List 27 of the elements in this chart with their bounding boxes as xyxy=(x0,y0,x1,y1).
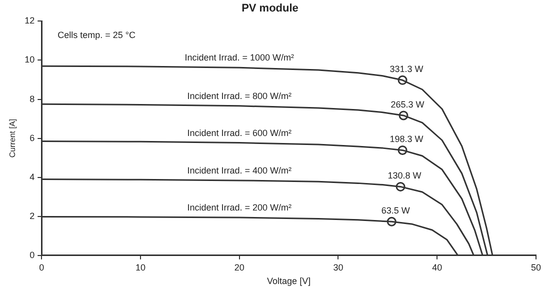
series-label: Incident Irrad. = 1000 W/m² xyxy=(184,52,294,63)
x-axis-title: Voltage [V] xyxy=(267,276,311,286)
annotation: 63.5 W xyxy=(381,206,410,216)
series-label: Incident Irrad. = 400 W/m² xyxy=(187,165,292,176)
x-tick-label: 10 xyxy=(135,262,146,272)
y-tick-label: 4 xyxy=(30,172,35,182)
series-label: Incident Irrad. = 600 W/m² xyxy=(187,128,292,138)
annotation: 265.3 W xyxy=(390,99,425,110)
series-label: Incident Irrad. = 800 W/m² xyxy=(187,90,292,101)
x-tick-label: 50 xyxy=(530,262,542,272)
series-label: Incident Irrad. = 200 W/m² xyxy=(187,202,292,213)
x-tick-label: 0 xyxy=(39,262,44,272)
annotation: Cells temp. = 25 °C xyxy=(58,30,136,40)
chart-title: PV module xyxy=(242,2,298,15)
y-tick-label: 2 xyxy=(30,210,35,221)
annotation: 130.8 W xyxy=(388,170,422,181)
y-tick-label: 6 xyxy=(30,132,35,143)
annotation: 331.3 W xyxy=(390,64,424,74)
y-tick-label: 10 xyxy=(24,54,35,65)
x-tick-label: 20 xyxy=(234,262,244,272)
y-tick-label: 12 xyxy=(24,16,35,26)
y-tick-label: 0 xyxy=(30,250,35,260)
y-tick-label: 8 xyxy=(30,94,35,104)
x-tick-label: 40 xyxy=(432,262,442,272)
annotation: 198.3 W xyxy=(390,134,424,144)
y-axis-title: Current [A] xyxy=(8,118,18,158)
x-tick-label: 30 xyxy=(333,262,344,272)
